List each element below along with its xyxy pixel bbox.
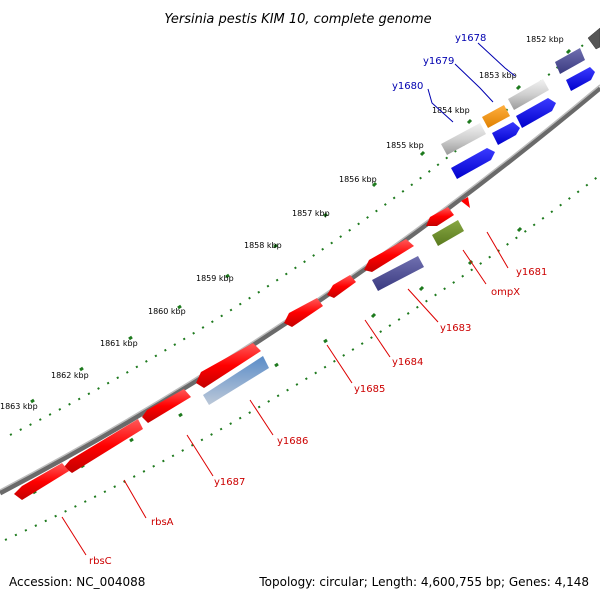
gene-label-y1686: y1686 xyxy=(277,436,308,447)
accession-text: Accession: NC_004088 xyxy=(9,575,145,589)
kbp-label: 1860 kbp xyxy=(148,307,186,316)
leader-lines-blue xyxy=(427,42,516,123)
gene-arrow xyxy=(426,207,454,226)
inner-tick-track xyxy=(4,174,600,541)
gene-labels: y1678 y1679 y1680 y1681 ompX y1683 y1684… xyxy=(89,33,547,567)
gene-label-y1678: y1678 xyxy=(455,33,486,44)
kbp-label: 1857 kbp xyxy=(292,209,330,218)
gene-arrow xyxy=(555,48,585,74)
gene-arrow xyxy=(327,275,356,298)
gene-label-y1679: y1679 xyxy=(423,56,454,67)
kbp-label: 1852 kbp xyxy=(526,35,564,44)
kbp-label: 1859 kbp xyxy=(196,274,234,283)
gene-arrow xyxy=(516,98,556,128)
gene-arrow xyxy=(372,256,424,291)
minus-strand-features xyxy=(14,197,470,500)
gene-label-y1680: y1680 xyxy=(392,81,423,92)
gene-arrow xyxy=(451,148,495,179)
gene-label-y1687: y1687 xyxy=(214,477,245,488)
gene-arrow xyxy=(432,220,464,246)
kbp-label: 1858 kbp xyxy=(244,241,282,250)
gene-arrow xyxy=(482,105,510,128)
gene-arrow xyxy=(566,67,595,91)
kbp-labels: 1852 kbp 1853 kbp 1854 kbp 1855 kbp 1856… xyxy=(0,35,564,411)
gene-arrow xyxy=(492,122,520,145)
outer-tick-track xyxy=(9,29,600,436)
gene-arrow xyxy=(587,27,600,50)
kbp-label: 1863 kbp xyxy=(0,402,38,411)
gene-label-y1681: y1681 xyxy=(516,267,547,278)
gene-label-ompX: ompX xyxy=(491,287,520,298)
inner-major-ticks xyxy=(32,226,523,495)
gene-arrow xyxy=(14,463,69,500)
kbp-label: 1862 kbp xyxy=(51,371,89,380)
plus-strand-features xyxy=(441,27,600,179)
kbp-label: 1856 kbp xyxy=(339,175,377,184)
gene-arrow xyxy=(284,298,323,327)
gene-label-y1683: y1683 xyxy=(440,323,471,334)
gene-arrow xyxy=(461,197,470,208)
gene-label-y1684: y1684 xyxy=(392,357,423,368)
gene-arrow xyxy=(364,239,414,272)
kbp-label: 1861 kbp xyxy=(100,339,138,348)
map-title: Yersinia pestis KIM 10, complete genome xyxy=(164,12,431,27)
kbp-label: 1853 kbp xyxy=(479,71,517,80)
gene-arrow xyxy=(64,419,143,473)
kbp-label: 1854 kbp xyxy=(432,106,470,115)
gene-arrow xyxy=(142,389,191,423)
gene-arrow xyxy=(203,356,269,405)
gene-label-y1685: y1685 xyxy=(354,384,385,395)
gene-arrow xyxy=(196,343,261,388)
kbp-label: 1855 kbp xyxy=(386,141,424,150)
outer-major-ticks xyxy=(30,48,572,404)
genome-summary-text: Topology: circular; Length: 4,600,755 bp… xyxy=(258,575,589,589)
leader-lines-red xyxy=(61,231,509,556)
gene-label-rbsC: rbsC xyxy=(89,556,112,567)
gene-label-rbsA: rbsA xyxy=(151,517,174,528)
gene-arrow xyxy=(441,123,486,155)
gene-arrow xyxy=(508,79,549,110)
